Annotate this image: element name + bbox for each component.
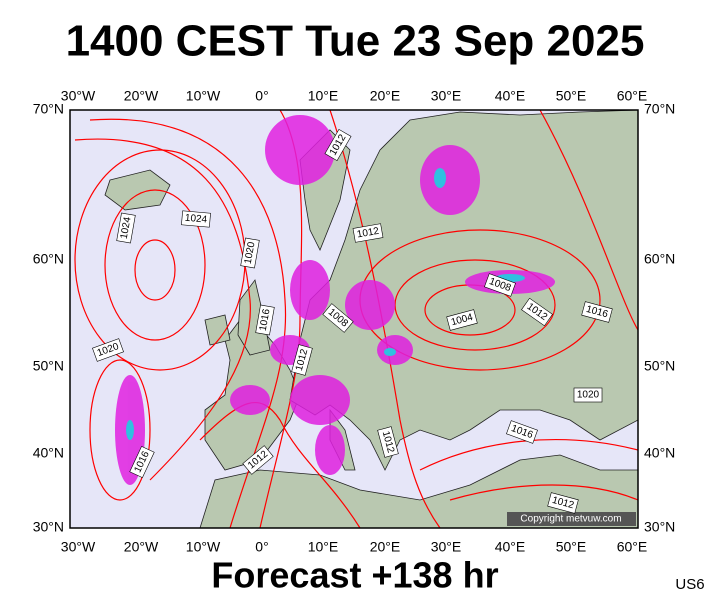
lon-label-top: 40°E bbox=[495, 88, 526, 104]
lon-label-bottom: 30°E bbox=[431, 539, 462, 555]
isobar-label: 1020 bbox=[573, 387, 603, 403]
lon-label-bottom: 60°E bbox=[617, 539, 648, 555]
lat-label-left: 30°N bbox=[33, 519, 64, 535]
isobar-label-box bbox=[573, 387, 603, 403]
isobar-label-box bbox=[484, 273, 516, 297]
isobar-label: 1012 bbox=[547, 492, 579, 514]
isobar-label-text: 1020 bbox=[577, 390, 600, 401]
lat-label-right: 30°N bbox=[644, 519, 675, 535]
isobar-label: 1024 bbox=[181, 210, 211, 228]
lat-label-left: 60°N bbox=[33, 251, 64, 267]
copyright: Copyright metvuw.com bbox=[520, 514, 621, 525]
isobar-label: 1020 bbox=[240, 237, 260, 269]
lon-label-top: 50°E bbox=[556, 88, 587, 104]
lon-label-bottom: 20°W bbox=[124, 539, 159, 555]
lon-label-top: 30°E bbox=[431, 88, 462, 104]
isobar-label-text: 1020 bbox=[243, 241, 258, 265]
isobar-label-box bbox=[581, 301, 613, 323]
isobar-label-box bbox=[116, 212, 136, 244]
lon-label-bottom: 30°W bbox=[61, 539, 96, 555]
isobar-label: 1012 bbox=[352, 223, 384, 243]
isobar-label: 1008 bbox=[484, 273, 516, 297]
isobar-label: 1016 bbox=[581, 301, 613, 323]
isobar-label: 1020 bbox=[92, 338, 124, 362]
lat-label-right: 70°N bbox=[644, 101, 675, 117]
lat-label-right: 50°N bbox=[644, 358, 675, 374]
isobar-label-box bbox=[547, 492, 579, 514]
isobar-label: 1016 bbox=[129, 445, 155, 479]
isobar-label-box bbox=[242, 445, 274, 475]
forecast-label: Forecast +138 hr bbox=[211, 555, 498, 596]
isobar-label: 1024 bbox=[116, 212, 136, 244]
lon-label-top: 60°E bbox=[617, 88, 648, 104]
isobar-label-box bbox=[521, 297, 553, 327]
isobar-label-box bbox=[92, 338, 124, 362]
isobar-label-box bbox=[506, 420, 538, 444]
lat-label-left: 40°N bbox=[33, 445, 64, 461]
lat-label-right: 40°N bbox=[644, 445, 675, 461]
title: 1400 CEST Tue 23 Sep 2025 bbox=[66, 17, 645, 66]
map-area bbox=[70, 110, 638, 528]
isobar-label: 1004 bbox=[446, 309, 478, 331]
isobar-label-box bbox=[352, 223, 384, 243]
lon-label-top: 20°W bbox=[124, 88, 159, 104]
isobar-label-box bbox=[322, 303, 354, 333]
isobar-label: 1016 bbox=[506, 420, 538, 444]
isobar-label-box bbox=[240, 237, 260, 269]
lon-label-bottom: 20°E bbox=[370, 539, 401, 555]
isobar-label-box bbox=[129, 445, 155, 479]
isobar-label-text: 1016 bbox=[258, 308, 273, 332]
lon-label-bottom: 10°E bbox=[308, 539, 339, 555]
lon-label-top: 10°E bbox=[308, 88, 339, 104]
lon-label-bottom: 40°E bbox=[495, 539, 526, 555]
lat-label-left: 70°N bbox=[33, 101, 64, 117]
lon-label-top: 20°E bbox=[370, 88, 401, 104]
isobar-label: 1016 bbox=[255, 304, 275, 336]
isobar-label-box bbox=[324, 128, 352, 162]
isobar-label-box bbox=[377, 426, 399, 458]
isobar-label-box bbox=[181, 210, 211, 228]
isobar-label-box bbox=[291, 344, 313, 376]
isobar-label: 1012 bbox=[377, 426, 399, 458]
isobar-label-text: 1012 bbox=[356, 226, 380, 241]
isobar-label-box bbox=[446, 309, 478, 331]
lon-label-top: 0° bbox=[255, 88, 268, 104]
copyright-box bbox=[507, 512, 636, 526]
lon-label-bottom: 10°W bbox=[186, 539, 221, 555]
lon-label-top: 30°W bbox=[61, 88, 96, 104]
lat-label-left: 50°N bbox=[33, 358, 64, 374]
lat-label-right: 60°N bbox=[644, 251, 675, 267]
isobar-label-text: 1024 bbox=[184, 213, 208, 226]
isobar-label-text: 1024 bbox=[119, 216, 134, 240]
lon-label-top: 10°W bbox=[186, 88, 221, 104]
map-frame bbox=[69, 109, 639, 529]
isobar-label-box bbox=[255, 304, 275, 336]
lon-label-bottom: 0° bbox=[255, 539, 268, 555]
product-code: US6 bbox=[675, 576, 704, 593]
isobar-label: 1012 bbox=[291, 344, 313, 376]
lon-label-bottom: 50°E bbox=[556, 539, 587, 555]
